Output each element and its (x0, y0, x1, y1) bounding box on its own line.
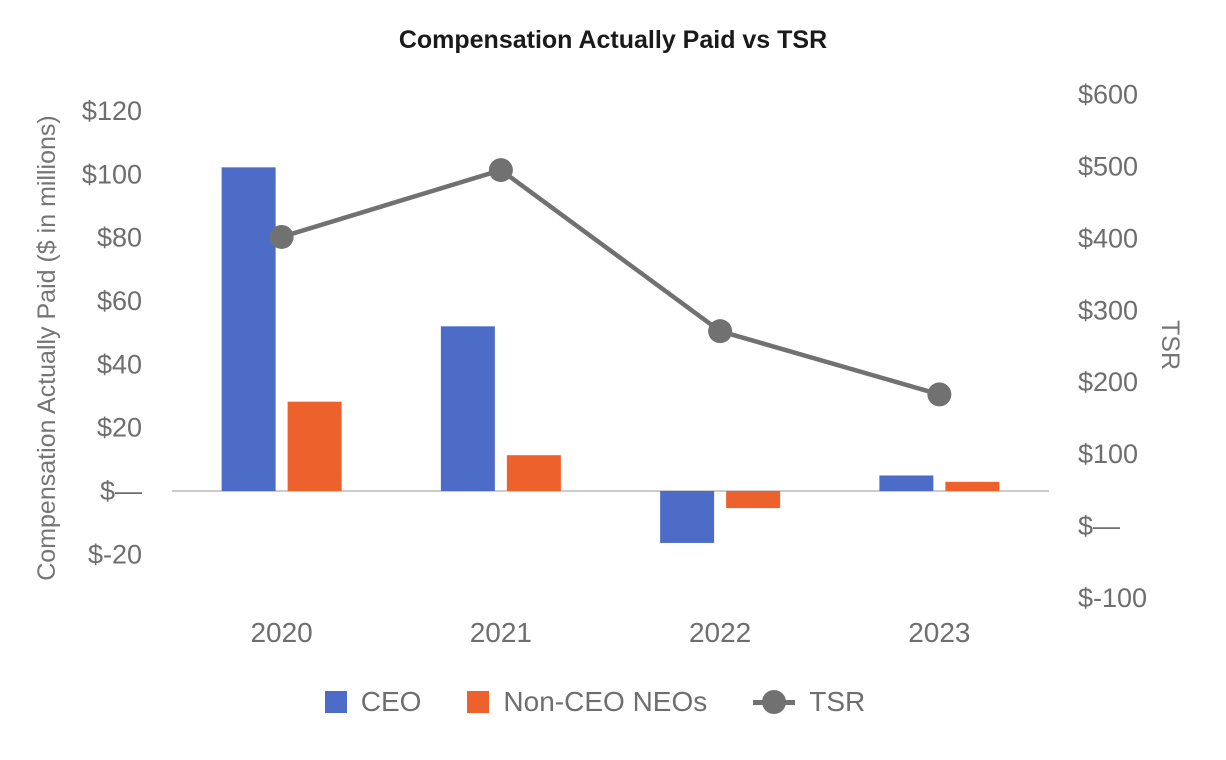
tsr-line-dot-icon (753, 690, 796, 714)
right-axis-tick: $200 (1078, 367, 1138, 397)
x-axis-label-2021: 2021 (470, 617, 532, 648)
x-axis-label-2020: 2020 (250, 617, 312, 648)
legend-label-tsr: TSR (809, 686, 866, 717)
right-axis-tick: $— (1078, 511, 1120, 541)
bar-non-ceo-neos-2021 (506, 455, 561, 491)
right-axis-tick: $400 (1078, 223, 1138, 253)
bar-non-ceo-neos-2023 (945, 481, 1000, 491)
bar-ceo-2020 (221, 167, 276, 492)
left-axis-tick: $80 (97, 223, 142, 253)
bar-non-ceo-neos-2022 (726, 491, 781, 509)
ceo-swatch-icon (324, 691, 347, 713)
bar-ceo-2021 (440, 326, 495, 491)
bar-non-ceo-neos-2020 (287, 401, 342, 491)
bar-ceo-2023 (879, 475, 934, 491)
left-axis-tick: $100 (82, 159, 142, 189)
left-axis-tick: $-20 (88, 539, 142, 569)
legend: CEO Non-CEO NEOs TSR (0, 686, 1190, 718)
tsr-point-2023 (927, 382, 952, 407)
legend-item-tsr: TSR (753, 686, 865, 718)
legend-label-ceo: CEO (360, 686, 422, 717)
left-axis-tick: $40 (97, 349, 142, 379)
x-axis-label-2023: 2023 (908, 617, 970, 648)
non-ceo-neos-swatch-icon (467, 691, 490, 713)
left-axis-tick: $— (100, 476, 142, 506)
bar-ceo-2022 (660, 491, 715, 543)
left-axis-tick: $20 (97, 413, 142, 443)
x-axis-label-2022: 2022 (689, 617, 751, 648)
right-axis-tick: $-100 (1078, 583, 1147, 613)
chart-title: Compensation Actually Paid vs TSR (398, 26, 828, 54)
right-axis-tick: $600 (1078, 80, 1138, 110)
tsr-point-2020 (269, 224, 294, 249)
tsr-line (280, 167, 940, 397)
right-axis-tick: $300 (1078, 295, 1138, 325)
legend-item-non-ceo-neos: Non-CEO NEOs (467, 686, 707, 718)
left-axis-tick: $120 (82, 96, 142, 126)
right-axis-tick: $100 (1078, 439, 1138, 469)
tsr-point-2022 (708, 319, 733, 344)
tsr-point-2021 (488, 158, 513, 183)
right-axis-tick: $500 (1078, 152, 1138, 182)
legend-item-ceo: CEO (324, 686, 422, 718)
left-axis-tick: $60 (97, 286, 142, 316)
legend-label-non-ceo-neos: Non-CEO NEOs (503, 686, 708, 717)
